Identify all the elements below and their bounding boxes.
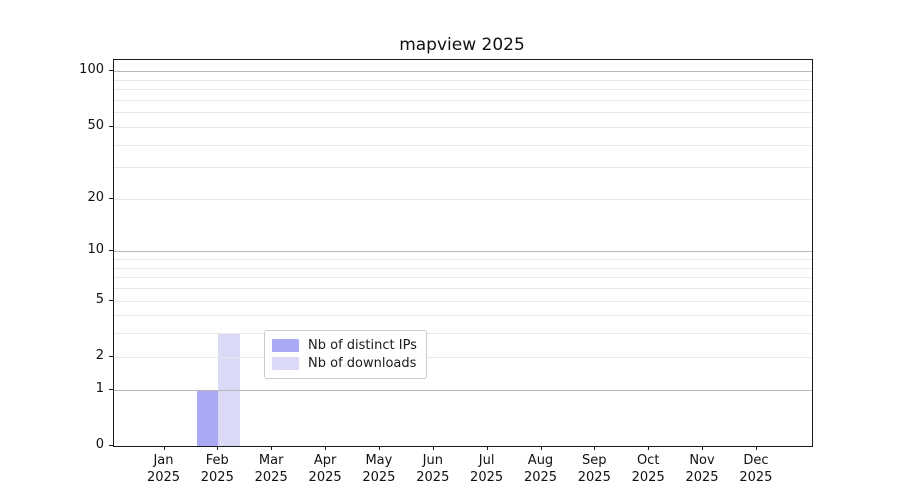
x-tick-label: Jun 2025 [416, 453, 450, 485]
gridline-major [114, 389, 812, 391]
y-tick-mark [109, 125, 113, 127]
x-tick-label: Feb 2025 [200, 453, 234, 485]
y-tick-mark [109, 388, 113, 390]
x-tick-label: Oct 2025 [631, 453, 665, 485]
gridline-minor [114, 144, 812, 146]
x-tick-label: Jan 2025 [146, 453, 181, 485]
x-tick-mark [163, 446, 165, 450]
x-tick-label: Nov 2025 [685, 453, 719, 485]
gridline-minor [114, 198, 812, 200]
x-tick-label: Dec 2025 [739, 453, 773, 485]
y-tick-mark [109, 445, 113, 446]
x-tick-label: Aug 2025 [523, 453, 558, 485]
x-tick-mark [702, 446, 703, 450]
gridline-minor [114, 89, 812, 91]
x-tick-label: Apr 2025 [308, 453, 342, 485]
y-tick-label: 50 [87, 117, 104, 133]
y-tick-label: 10 [87, 242, 104, 258]
x-tick-mark [378, 446, 380, 450]
y-tick-label: 1 [95, 380, 104, 396]
gridline-minor [114, 167, 812, 169]
legend-label: Nb of downloads [308, 355, 417, 371]
y-tick-label: 20 [87, 189, 104, 205]
gridline-minor [114, 315, 812, 317]
x-tick-mark [648, 446, 650, 450]
y-tick-label: 0 [95, 437, 104, 452]
legend-item: Nb of downloads [272, 354, 419, 372]
x-tick-mark [540, 446, 542, 450]
gridline-major [114, 251, 812, 253]
legend-label: Nb of distinct IPs [308, 337, 417, 353]
legend-swatch-distinct-ips [272, 338, 299, 352]
gridline-minor [114, 267, 812, 269]
legend: Nb of distinct IPs Nb of downloads [264, 330, 427, 379]
x-tick-mark [271, 446, 273, 450]
y-tick-label: 2 [95, 347, 104, 363]
y-tick-mark [109, 70, 113, 72]
gridline-major [114, 71, 812, 73]
y-tick-mark [109, 197, 113, 199]
legend-item: Nb of distinct IPs [272, 336, 419, 354]
gridline-minor [114, 79, 812, 81]
x-tick-mark [755, 446, 757, 450]
x-tick-label: May 2025 [362, 453, 396, 485]
x-tick-mark [432, 446, 434, 450]
x-tick-mark [486, 446, 488, 450]
y-tick-mark [109, 299, 113, 301]
chart-title: mapview 2025 [399, 35, 525, 55]
gridline-minor [114, 99, 812, 101]
x-tick-label: Jul 2025 [470, 453, 504, 485]
bar-distinct-ips [196, 389, 219, 446]
x-tick-mark [217, 446, 219, 450]
gridline-minor [114, 333, 812, 335]
legend-swatch-downloads [272, 356, 299, 370]
gridline-minor [114, 356, 812, 358]
y-tick-label: 100 [79, 62, 104, 78]
x-tick-label: Sep 2025 [577, 453, 611, 485]
y-tick-mark [109, 250, 113, 252]
gridline-minor [114, 126, 812, 128]
plot-area [113, 59, 813, 447]
x-tick-label: Mar 2025 [254, 453, 288, 485]
gridline-minor [114, 277, 812, 279]
gridline-minor [114, 259, 812, 260]
gridline-minor [114, 112, 812, 114]
x-tick-mark [325, 446, 327, 450]
y-tick-mark [109, 355, 113, 357]
x-tick-mark [594, 446, 596, 450]
gridline-minor [114, 300, 812, 302]
y-tick-label: 5 [95, 291, 104, 307]
gridline-minor [114, 288, 812, 289]
